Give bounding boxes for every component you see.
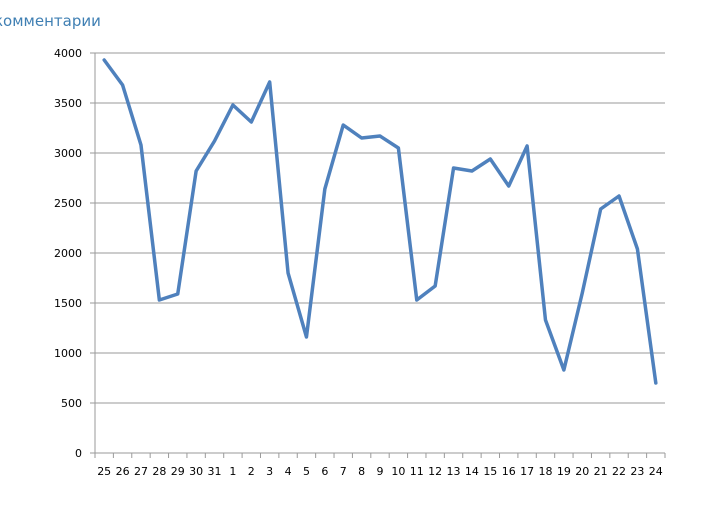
y-tick-label: 1000	[54, 347, 82, 360]
x-tick-label: 15	[483, 465, 497, 478]
x-tick-label: 28	[152, 465, 166, 478]
x-tick-label: 25	[97, 465, 111, 478]
chart-grid	[95, 52, 665, 454]
x-tick-label: 20	[575, 465, 589, 478]
x-tick-label: 7	[340, 465, 347, 478]
x-tick-label: 22	[612, 465, 626, 478]
x-tick-label: 19	[557, 465, 571, 478]
x-tick-label: 24	[649, 465, 663, 478]
x-tick-label: 31	[208, 465, 222, 478]
x-tick-label: 26	[116, 465, 130, 478]
x-tick-label: 5	[303, 465, 310, 478]
x-tick-label: 1	[229, 465, 236, 478]
x-tick-label: 9	[377, 465, 384, 478]
x-tick-label: 30	[189, 465, 203, 478]
y-tick-label: 3500	[54, 97, 82, 110]
x-tick-label: 21	[594, 465, 608, 478]
x-tick-label: 27	[134, 465, 148, 478]
y-tick-label: 2500	[54, 197, 82, 210]
series-line-0	[102, 58, 658, 385]
x-tick-label: 14	[465, 465, 479, 478]
x-tick-label: 17	[520, 465, 534, 478]
x-tick-label: 6	[321, 465, 328, 478]
x-tick-label: 29	[171, 465, 185, 478]
x-tick-label: 16	[502, 465, 516, 478]
y-tick-label: 1500	[54, 297, 82, 310]
series-group	[102, 58, 658, 385]
y-tick-label: 500	[61, 397, 82, 410]
x-tick-label: 4	[285, 465, 292, 478]
y-axis-ticks: 0 500 1000 1500 2000 2500 3000 3500 4000	[54, 47, 82, 460]
x-tick-label: 13	[447, 465, 461, 478]
y-tick-label: 0	[75, 447, 82, 460]
x-tick-label: 8	[358, 465, 365, 478]
x-tick-label: 10	[391, 465, 405, 478]
y-tick-label: 4000	[54, 47, 82, 60]
x-tick-label: 18	[538, 465, 552, 478]
chart-axes	[90, 52, 666, 458]
x-tick-label: 23	[630, 465, 644, 478]
x-tick-label: 11	[410, 465, 424, 478]
x-tick-label: 12	[428, 465, 442, 478]
y-tick-label: 3000	[54, 147, 82, 160]
y-tick-label: 2000	[54, 247, 82, 260]
x-axis-ticks: 25 26 27 28 29 30 31 1 2 3 4 5 6 7 8 9 10 11 12 13 14 15 16 17 1…	[97, 465, 663, 478]
chart-title: комментарии	[0, 12, 101, 30]
x-tick-label: 3	[266, 465, 273, 478]
x-tick-label: 2	[248, 465, 255, 478]
